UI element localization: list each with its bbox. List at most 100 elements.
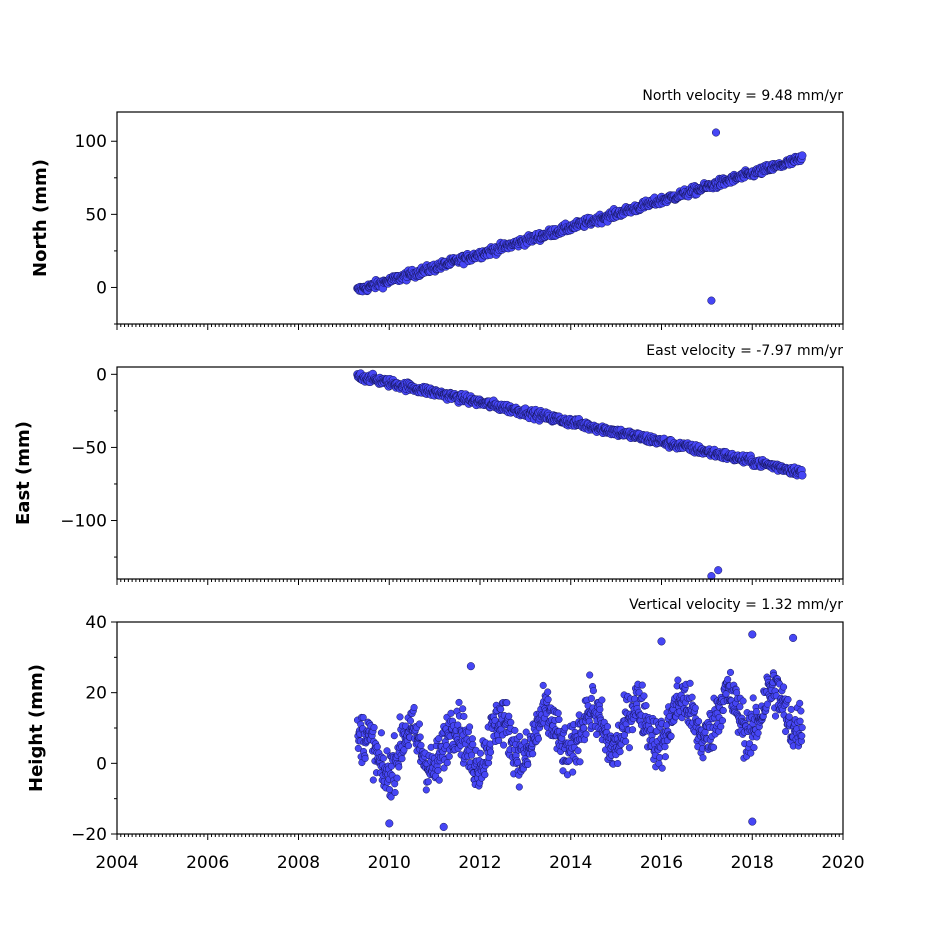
east-plot-frame <box>116 366 844 580</box>
data-point <box>459 705 467 713</box>
panel-height: Vertical velocity = 1.32 mm/yr Height (m… <box>26 597 865 873</box>
data-point <box>635 688 643 696</box>
data-point <box>554 709 562 717</box>
data-point <box>785 713 793 721</box>
data-point <box>393 774 401 782</box>
outlier-point <box>657 637 666 646</box>
data-point <box>559 767 567 775</box>
data-point <box>507 718 515 726</box>
data-point <box>686 679 694 687</box>
x-tick-label: 2010 <box>368 853 411 873</box>
north-velocity-title: North velocity = 9.48 mm/yr <box>642 88 843 104</box>
north-y-ticks: 0 50 100 <box>75 132 117 325</box>
data-point <box>516 732 524 740</box>
data-point <box>661 753 669 761</box>
data-point <box>710 743 718 751</box>
data-point <box>544 695 552 704</box>
height-x-ticks: 2004 2006 2008 2010 2012 2014 2016 2018 2020 <box>95 834 865 873</box>
data-point <box>750 744 758 752</box>
data-point <box>373 743 381 751</box>
y-tick-label: −100 <box>60 512 107 532</box>
data-point <box>576 758 584 766</box>
east-y-ticks: 0 −50 −100 <box>60 365 117 558</box>
data-point <box>642 702 650 710</box>
data-point <box>719 706 727 715</box>
data-point <box>410 703 418 712</box>
data-point <box>354 744 362 752</box>
data-point <box>505 712 513 720</box>
data-point <box>763 700 771 708</box>
y-tick-label: 0 <box>96 278 107 298</box>
data-point <box>796 717 804 725</box>
x-tick-label: 2004 <box>95 853 138 873</box>
data-point <box>739 697 747 705</box>
data-point <box>435 734 443 743</box>
data-point <box>658 764 666 772</box>
x-tick-label: 2008 <box>277 853 320 873</box>
x-tick-label: 2018 <box>731 853 774 873</box>
data-point <box>377 729 385 737</box>
data-point <box>798 732 806 740</box>
data-point <box>395 763 403 771</box>
north-plot-frame <box>116 111 844 325</box>
data-point <box>797 471 807 480</box>
data-point <box>447 709 455 717</box>
data-point <box>406 717 415 725</box>
height-y-axis-label: Height (mm) <box>26 664 47 792</box>
data-point <box>614 759 622 768</box>
outlier-point <box>714 566 723 575</box>
x-tick-label: 2012 <box>458 853 501 873</box>
vertical-velocity-title: Vertical velocity = 1.32 mm/yr <box>629 597 843 613</box>
data-point <box>798 724 806 732</box>
north-y-axis-label: North (mm) <box>30 159 51 277</box>
height-plot-frame <box>116 621 844 835</box>
east-y-axis-label: East (mm) <box>13 421 34 525</box>
data-point <box>460 712 468 720</box>
height-points <box>353 630 806 831</box>
data-point <box>497 705 505 713</box>
data-point <box>784 695 792 704</box>
data-point <box>699 754 707 762</box>
data-point <box>787 705 795 713</box>
x-tick-label: 2006 <box>186 853 229 873</box>
data-point <box>752 708 760 716</box>
data-point <box>718 717 727 725</box>
y-tick-label: 40 <box>85 613 107 633</box>
data-point <box>717 723 725 731</box>
panel-north: North velocity = 9.48 mm/yr North (mm) 0… <box>30 88 844 330</box>
x-tick-label: 2020 <box>821 853 864 873</box>
panel-east: East velocity = -7.97 mm/yr East (mm) 0 −… <box>13 343 844 585</box>
data-point <box>455 698 463 706</box>
data-point <box>780 683 788 691</box>
y-tick-label: 50 <box>85 205 107 225</box>
data-point <box>361 754 369 762</box>
outlier-point <box>711 128 721 137</box>
data-point <box>691 704 699 712</box>
data-point <box>667 732 675 740</box>
data-point <box>616 748 624 756</box>
data-point <box>688 693 696 701</box>
data-point <box>391 788 399 797</box>
data-point <box>511 726 519 734</box>
data-point <box>754 729 762 737</box>
data-point <box>369 776 377 784</box>
data-point <box>487 748 495 756</box>
data-point <box>514 758 522 767</box>
data-point <box>796 699 804 707</box>
data-point <box>629 726 637 734</box>
data-point <box>582 730 590 738</box>
data-point <box>596 705 604 713</box>
data-point <box>390 732 398 740</box>
data-point <box>400 746 408 754</box>
data-point <box>747 749 755 757</box>
data-point <box>416 733 424 741</box>
outlier-point <box>789 633 798 642</box>
east-velocity-title: East velocity = -7.97 mm/yr <box>646 343 843 359</box>
data-point <box>771 712 780 720</box>
data-point <box>424 778 432 786</box>
data-point <box>387 793 395 801</box>
outlier-point <box>707 572 716 581</box>
data-point <box>529 750 537 758</box>
data-point <box>555 715 563 724</box>
data-point <box>435 776 443 784</box>
